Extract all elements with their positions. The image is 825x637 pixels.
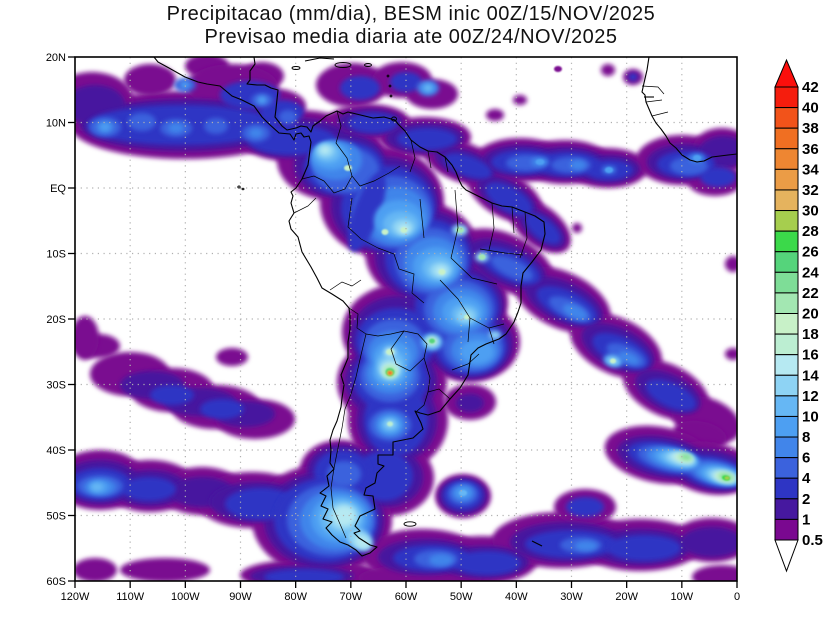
x-tick-label: 70W bbox=[340, 591, 363, 603]
scale-label: 38 bbox=[802, 120, 819, 137]
color-scale: 4240383634323028262422201816141210864210… bbox=[774, 58, 823, 573]
scale-label: 1 bbox=[802, 511, 810, 528]
scale-label: 34 bbox=[802, 161, 819, 178]
scale-segment bbox=[774, 271, 799, 294]
y-tick-label: 40S bbox=[46, 445, 66, 457]
scale-segment bbox=[774, 415, 799, 438]
scale-label: 0.5 bbox=[802, 532, 823, 549]
scale-segment bbox=[774, 168, 799, 191]
scale-label: 42 bbox=[802, 79, 819, 96]
scale-label: 10 bbox=[802, 408, 819, 425]
scale-label: 18 bbox=[802, 326, 819, 343]
x-tick-label: 90W bbox=[229, 591, 252, 603]
scale-segment bbox=[774, 374, 799, 397]
y-tick-label: 10S bbox=[46, 249, 66, 261]
scale-label: 26 bbox=[802, 244, 819, 261]
island-outlines bbox=[237, 62, 417, 527]
y-tick-label: 20S bbox=[46, 314, 66, 326]
scale-arrow-top bbox=[774, 58, 799, 88]
scale-segment bbox=[774, 457, 799, 479]
y-tick-label: EQ bbox=[50, 183, 66, 195]
chart-title: Precipitacao (mm/dia), BESM inic 00Z/15/… bbox=[166, 3, 656, 25]
x-tick-label: 20W bbox=[615, 591, 638, 603]
x-tick-label: 80W bbox=[284, 591, 307, 603]
scale-segment bbox=[774, 86, 799, 109]
scale-label: 20 bbox=[802, 306, 819, 323]
scale-segment bbox=[774, 189, 799, 212]
scale-segment bbox=[774, 477, 799, 500]
x-tick-label: 40W bbox=[505, 591, 528, 603]
scale-segment bbox=[774, 395, 799, 417]
scale-segment bbox=[774, 107, 799, 129]
scale-segment bbox=[774, 292, 799, 314]
scale-segment bbox=[774, 518, 799, 541]
scale-segment bbox=[774, 251, 799, 273]
axis-labels: 20N 10N EQ 10S 20S 30S 40S 50S 60S 120W 110W 100W 90… bbox=[46, 52, 740, 603]
scale-label: 24 bbox=[802, 264, 819, 281]
x-tick-label: 120W bbox=[61, 591, 90, 603]
title-block: Precipitacao (mm/dia), BESM inic 00Z/15/… bbox=[0, 3, 822, 49]
scale-segment bbox=[774, 127, 799, 150]
scale-label: 36 bbox=[802, 141, 819, 158]
scale-label: 6 bbox=[802, 450, 810, 467]
scale-label: 22 bbox=[802, 285, 819, 302]
scale-segment bbox=[774, 210, 799, 232]
y-tick-label: 20N bbox=[46, 52, 66, 64]
scale-label: 2 bbox=[802, 491, 810, 508]
scale-label: 40 bbox=[802, 100, 819, 117]
precip-field bbox=[75, 57, 737, 581]
x-tick-label: 50W bbox=[450, 591, 473, 603]
scale-label: 4 bbox=[802, 470, 811, 487]
axis-ticks bbox=[68, 56, 738, 588]
x-tick-label: 110W bbox=[116, 591, 145, 603]
x-tick-label: 0 bbox=[734, 591, 740, 603]
scale-segment bbox=[774, 354, 799, 376]
scale-label: 28 bbox=[802, 223, 819, 240]
x-tick-label: 60W bbox=[395, 591, 418, 603]
chart-subtitle: Previsao media diaria ate 00Z/24/NOV/202… bbox=[204, 26, 618, 48]
latlon-grid bbox=[75, 57, 737, 581]
scale-label: 16 bbox=[802, 347, 819, 364]
scale-segment bbox=[774, 436, 799, 459]
y-tick-label: 60S bbox=[46, 576, 66, 588]
scale-segment bbox=[774, 498, 799, 520]
x-tick-label: 30W bbox=[560, 591, 583, 603]
scale-segment bbox=[774, 148, 799, 170]
x-tick-label: 10W bbox=[671, 591, 694, 603]
y-tick-label: 10N bbox=[46, 118, 66, 130]
y-tick-label: 50S bbox=[46, 511, 66, 523]
scale-arrow-bottom bbox=[774, 539, 799, 573]
scale-segment bbox=[774, 313, 799, 335]
scale-segment bbox=[774, 230, 799, 253]
scale-label: 12 bbox=[802, 388, 819, 405]
x-tick-label: 100W bbox=[171, 591, 200, 603]
country-borders bbox=[293, 85, 669, 539]
scale-label: 30 bbox=[802, 203, 819, 220]
scale-label: 14 bbox=[802, 367, 819, 384]
coastlines bbox=[153, 57, 737, 557]
scale-label: 8 bbox=[802, 429, 810, 446]
y-tick-label: 30S bbox=[46, 380, 66, 392]
scale-label: 32 bbox=[802, 182, 819, 199]
scale-segment bbox=[774, 333, 799, 356]
